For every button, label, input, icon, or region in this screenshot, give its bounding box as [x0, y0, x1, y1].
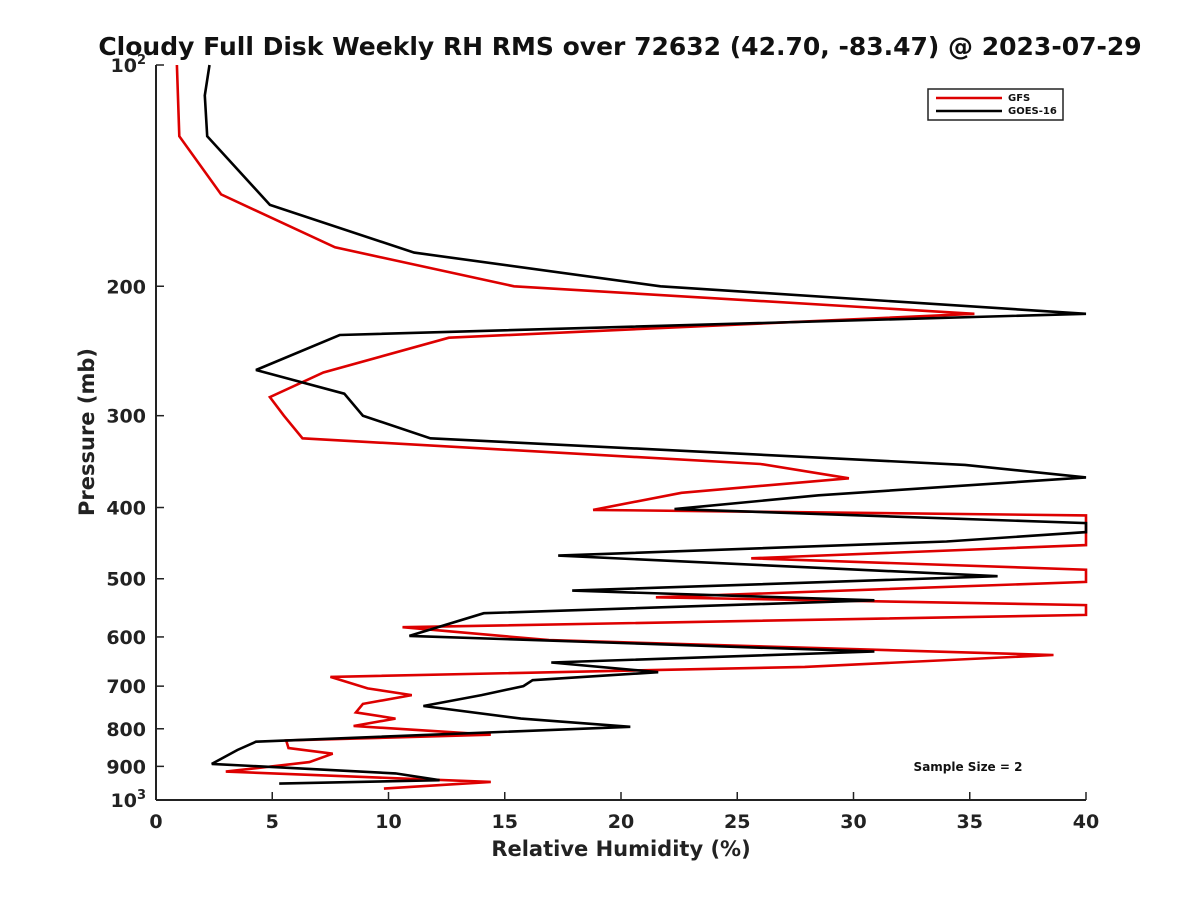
- y-tick-label: 500: [106, 569, 146, 591]
- y-tick-label: 102: [111, 53, 147, 77]
- series-layer: [175, 64, 1088, 790]
- x-tick-label: 30: [840, 811, 866, 833]
- y-tick-label: 400: [106, 498, 146, 520]
- y-tick-label: 900: [106, 756, 146, 778]
- y-tick-label: 103: [111, 788, 147, 812]
- x-tick-label: 35: [957, 811, 983, 833]
- x-axis-label: Relative Humidity (%): [491, 837, 750, 861]
- sample-size-annotation: Sample Size = 2: [914, 760, 1023, 774]
- y-tick-label: 200: [106, 276, 146, 298]
- x-tick-label: 0: [149, 811, 162, 833]
- plot-area: 0 5 10 15 20 25 30 35 40 102 200 300 400 500 600 700 80…: [106, 53, 1099, 833]
- legend-label-goes16: GOES-16: [1008, 106, 1057, 117]
- x-tick-label: 5: [266, 811, 279, 833]
- x-tick-label: 20: [608, 811, 634, 833]
- x-tick-label: 25: [724, 811, 750, 833]
- y-tick-label: 600: [106, 627, 146, 649]
- y-tick-label: 700: [106, 676, 146, 698]
- y-tick-label: 300: [106, 406, 146, 428]
- x-ticks: 0 5 10 15 20 25 30 35 40: [149, 792, 1099, 833]
- y-axis-label: Pressure (mb): [75, 348, 99, 516]
- legend-label-gfs: GFS: [1008, 93, 1030, 104]
- x-tick-label: 10: [375, 811, 401, 833]
- x-tick-label: 40: [1073, 811, 1099, 833]
- chart-title: Cloudy Full Disk Weekly RH RMS over 7263…: [98, 32, 1141, 61]
- x-tick-label: 15: [492, 811, 518, 833]
- y-tick-label: 800: [106, 719, 146, 741]
- legend: GFS GOES-16: [927, 88, 1064, 121]
- series-line-goes16: [203, 64, 1088, 785]
- legend-box: [927, 88, 1064, 121]
- y-ticks: 102 200 300 400 500 600 700 800 900 103: [106, 53, 164, 812]
